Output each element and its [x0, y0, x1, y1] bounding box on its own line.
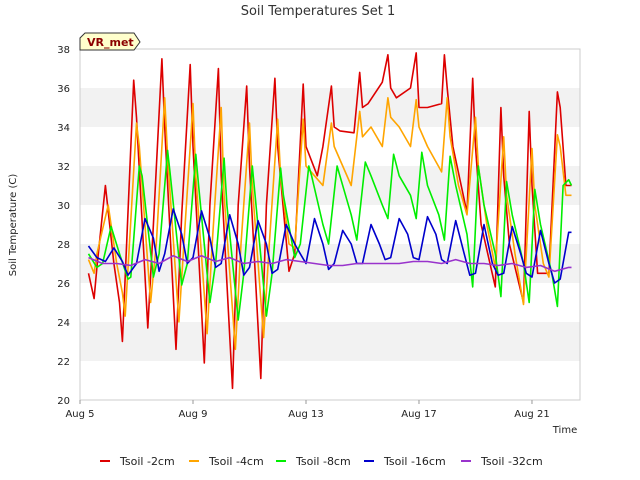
- badge-label: VR_met: [87, 36, 134, 49]
- series-lines: [87, 52, 573, 390]
- chart-title: Soil Temperatures Set 1: [241, 4, 396, 19]
- x-tick-label: Aug 5: [65, 409, 94, 420]
- y-tick-label: 32: [57, 162, 70, 173]
- x-axis-label: Time: [552, 425, 577, 436]
- x-tick-label: Aug 21: [514, 409, 549, 420]
- y-tick-label: 26: [57, 279, 70, 290]
- x-tick-label: Aug 13: [288, 409, 323, 420]
- y-tick-label: 20: [57, 396, 70, 407]
- legend-label: Tsoil -16cm: [383, 455, 446, 468]
- series-line-2: [87, 97, 572, 351]
- station-badge: VR_met: [79, 32, 141, 51]
- x-tick-label: Aug 17: [401, 409, 436, 420]
- y-axis-ticks: 20 22 24 26 28 30 32 34 36 38: [57, 45, 70, 407]
- plot-area: [79, 48, 581, 401]
- y-tick-label: 38: [57, 45, 70, 56]
- y-tick-label: 24: [57, 318, 70, 329]
- legend-label: Tsoil -8cm: [295, 455, 351, 468]
- y-tick-label: 22: [57, 357, 70, 368]
- badge-shape: [79, 32, 141, 51]
- series-line-5: [88, 254, 572, 273]
- legend-label: Tsoil -32cm: [480, 455, 543, 468]
- legend-label: Tsoil -4cm: [208, 455, 264, 468]
- y-tick-label: 30: [57, 201, 70, 212]
- legend-label: Tsoil -2cm: [119, 455, 175, 468]
- grid-band: [80, 322, 580, 361]
- x-axis-ticks: Aug 5 Aug 9 Aug 13 Aug 17 Aug 21: [65, 400, 550, 420]
- series-line-4: [87, 208, 572, 284]
- legend: Tsoil -2cm Tsoil -4cm Tsoil -8cm Tsoil -16c…: [100, 455, 543, 468]
- y-tick-label: 28: [57, 240, 70, 251]
- y-tick-label: 36: [57, 84, 70, 95]
- x-tick-label: Aug 9: [178, 409, 207, 420]
- y-axis-label: Soil Temperature (C): [8, 174, 19, 277]
- y-tick-label: 34: [57, 123, 70, 134]
